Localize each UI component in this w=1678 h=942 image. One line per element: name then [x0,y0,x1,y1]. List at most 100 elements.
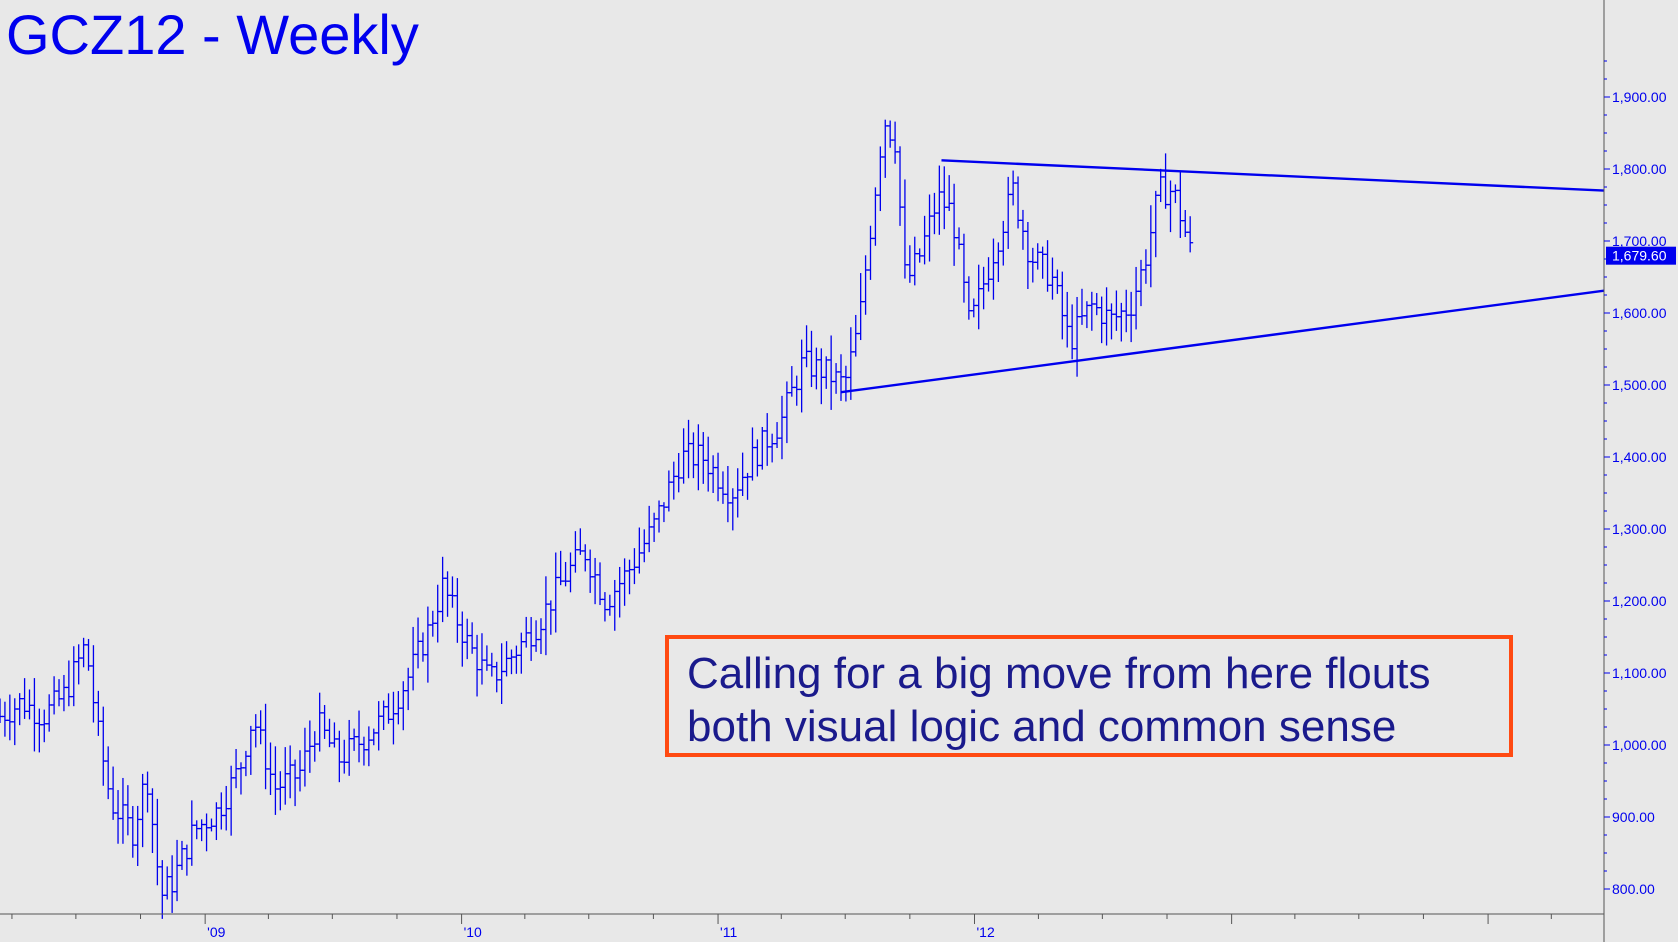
y-tick-label: 1,000.00 [1612,737,1667,753]
price-bar [459,611,466,667]
price-bar [1088,291,1095,331]
price-bar [188,800,195,866]
price-bar [1167,180,1174,233]
price-bar [680,428,687,484]
price-bar [887,120,894,148]
price-bar [301,727,308,787]
price-bar [906,245,913,283]
price-bar [75,644,82,685]
price-bar [267,742,274,795]
price-bar [41,709,48,743]
y-tick-label: 1,100.00 [1612,665,1667,681]
price-bar [518,632,525,674]
x-tick-label: '12 [976,924,994,940]
price-bar [449,576,456,608]
price-bar [592,557,599,605]
price-bar [788,366,795,397]
price-bar [946,175,953,211]
price-bar [46,694,53,732]
price-bar [11,698,18,746]
price-bar [183,844,190,876]
price-bar [60,674,67,712]
y-tick-label: 1,300.00 [1612,521,1667,537]
price-bar [208,818,215,832]
price-bar [990,238,997,300]
price-bar [572,531,579,573]
price-bar [242,750,249,777]
x-tick-label: '10 [464,924,482,940]
price-bar [1064,291,1071,348]
price-bar [749,427,756,481]
y-tick-label: 1,600.00 [1612,305,1667,321]
price-bar [872,187,879,246]
price-bar [237,762,244,795]
price-bar [1128,291,1135,343]
price-bar [1113,290,1120,331]
price-bar [90,645,97,723]
price-bar [1157,168,1164,203]
price-bar [1093,293,1100,316]
price-bar [970,298,977,318]
price-bar [154,798,161,886]
price-bar [474,634,481,697]
price-bar [892,121,899,164]
price-bar [405,667,412,711]
price-bar [115,790,122,844]
price-bar [769,433,776,463]
price-bar [1147,205,1154,288]
price-bar [164,866,171,900]
price-bar [1133,266,1140,330]
price-bar [724,466,731,523]
price-bar [124,785,131,836]
price-bar [837,354,844,401]
price-bar [857,273,864,341]
price-bar [415,617,422,669]
price-bar [852,314,859,357]
price-bar [798,339,805,413]
price-bar [508,649,515,675]
price-bar [552,552,559,633]
price-bar [100,706,107,786]
price-bar [444,571,451,617]
price-bar [95,690,102,736]
price-bar [1152,190,1159,258]
price-bar [129,806,136,858]
price-bar [110,766,117,820]
price-bar [277,771,284,811]
price-bar [823,356,830,389]
price-bar [346,719,353,776]
price-bar [562,561,569,587]
price-bar [198,819,205,842]
price-bar [203,813,210,852]
price-bar [685,419,692,479]
price-bar [690,432,697,479]
price-bar [882,119,889,178]
price-bar [218,792,225,830]
price-bar [774,422,781,449]
price-bar [734,468,741,518]
price-bar [144,771,151,813]
price-bar [739,452,746,497]
price-bar [370,728,377,746]
price-bar [1074,296,1081,377]
price-bar [365,726,372,767]
price-bar [557,550,564,586]
price-bar [710,455,717,494]
price-bar [1029,247,1036,283]
price-bar [16,693,23,726]
price-bar [965,276,972,320]
price-bar [547,600,554,635]
y-tick-label: 1,800.00 [1612,161,1667,177]
price-bar [247,725,254,775]
price-bar [729,488,736,531]
price-bar [867,225,874,280]
price-bar [847,327,854,400]
price-bar [272,746,279,815]
price-bar [1103,287,1110,346]
price-bar [1054,269,1061,294]
price-bar [818,348,825,405]
price-bar [356,710,363,763]
last-price-marker: 1,679.60 [1606,246,1676,265]
price-bar [626,559,633,595]
trendline-lower [840,289,1605,394]
